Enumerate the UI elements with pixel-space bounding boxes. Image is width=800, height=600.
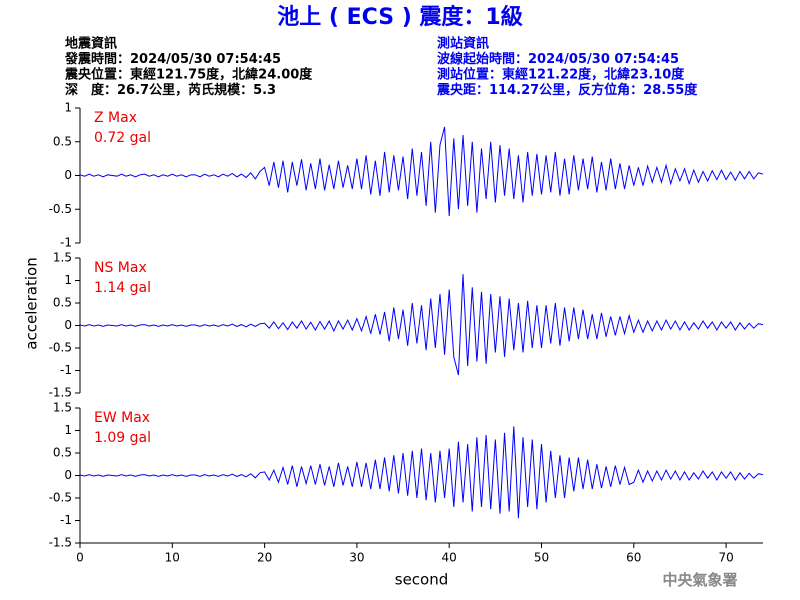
event-info-line: 地震資訊 <box>65 36 117 52</box>
y-tick-label: 1.5 <box>53 251 72 265</box>
y-tick-label: 0.5 <box>53 446 72 460</box>
x-tick-label: 10 <box>165 551 180 565</box>
x-tick-label: 0 <box>76 551 84 565</box>
waveform <box>79 126 764 217</box>
component-label: EW Max <box>94 410 150 426</box>
y-tick-label: -0.5 <box>49 491 72 505</box>
y-axis-label: acceleration <box>23 257 41 349</box>
station-info-line: 測站資訊 <box>437 36 489 52</box>
y-tick-label: 0.5 <box>53 134 72 148</box>
y-tick-label: 0.5 <box>53 296 72 310</box>
y-tick-label: -0.5 <box>49 341 72 355</box>
event-info-line: 深 度：26.7公里，芮氏規模：5.3 <box>65 82 276 98</box>
y-tick-label: -0.5 <box>49 202 72 216</box>
y-tick-label: 1.5 <box>53 401 72 415</box>
event-info-line: 震央位置：東經121.75度，北緯24.00度 <box>64 67 313 83</box>
y-tick-label: 1 <box>64 273 72 287</box>
waveform <box>79 274 764 376</box>
y-tick-label: 0 <box>64 168 72 182</box>
x-tick-label: 40 <box>442 551 457 565</box>
chart-title: 池上 ( ECS ) 震度：1級 <box>277 4 522 30</box>
station-info-line: 波線起始時間：2024/05/30 07:54:45 <box>437 51 679 67</box>
x-tick-label: 70 <box>718 551 733 565</box>
y-tick-label: 1 <box>64 423 72 437</box>
x-tick-label: 60 <box>626 551 641 565</box>
max-label: 1.09 gal <box>94 430 151 446</box>
y-tick-label: 0 <box>64 318 72 332</box>
y-tick-label: -1 <box>60 513 72 527</box>
footer: 中央氣象署 <box>662 571 737 589</box>
y-tick-label: 1 <box>64 101 72 115</box>
y-tick-label: -1 <box>60 236 72 250</box>
waveform <box>79 426 764 519</box>
max-label: 0.72 gal <box>94 130 151 146</box>
x-tick-label: 50 <box>534 551 549 565</box>
y-tick-label: 0 <box>64 468 72 482</box>
y-tick-label: -1.5 <box>49 386 72 400</box>
x-axis-label: second <box>395 571 449 589</box>
max-label: 1.14 gal <box>94 280 151 296</box>
x-tick-label: 20 <box>257 551 272 565</box>
component-label: Z Max <box>94 110 137 126</box>
station-info-line: 測站位置：東經121.22度，北緯23.10度 <box>437 67 685 83</box>
y-tick-label: -1.5 <box>49 536 72 550</box>
station-info-line: 震央距：114.27公里，反方位角：28.55度 <box>436 82 698 98</box>
event-info-line: 發震時間：2024/05/30 07:54:45 <box>64 51 281 67</box>
x-tick-label: 30 <box>349 551 364 565</box>
component-label: NS Max <box>94 260 147 276</box>
y-tick-label: -1 <box>60 363 72 377</box>
